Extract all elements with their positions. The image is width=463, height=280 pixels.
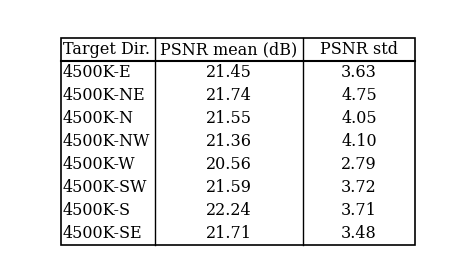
Text: 3.48: 3.48: [340, 225, 376, 242]
Text: 2.79: 2.79: [340, 156, 376, 173]
Text: 21.36: 21.36: [206, 133, 251, 150]
Text: 4500K-N: 4500K-N: [63, 110, 133, 127]
Text: Target Dir.: Target Dir.: [63, 41, 150, 58]
Text: 4500K-NE: 4500K-NE: [63, 87, 145, 104]
Text: 4500K-SE: 4500K-SE: [63, 225, 142, 242]
Text: 4500K-S: 4500K-S: [63, 202, 131, 219]
Text: 4.75: 4.75: [340, 87, 376, 104]
Text: 3.72: 3.72: [340, 179, 376, 196]
Text: 3.63: 3.63: [340, 64, 376, 81]
Text: 4500K-NW: 4500K-NW: [63, 133, 150, 150]
Text: 21.55: 21.55: [206, 110, 251, 127]
Text: 21.59: 21.59: [206, 179, 251, 196]
Text: 4500K-SW: 4500K-SW: [63, 179, 147, 196]
Text: 3.71: 3.71: [340, 202, 376, 219]
Text: 4.10: 4.10: [340, 133, 376, 150]
Text: 4500K-W: 4500K-W: [63, 156, 135, 173]
Text: PSNR std: PSNR std: [319, 41, 397, 58]
Text: PSNR mean (dB): PSNR mean (dB): [160, 41, 297, 58]
Text: 4500K-E: 4500K-E: [63, 64, 131, 81]
Text: 20.56: 20.56: [206, 156, 251, 173]
Text: 21.71: 21.71: [206, 225, 251, 242]
Text: 21.74: 21.74: [206, 87, 251, 104]
Text: 21.45: 21.45: [206, 64, 251, 81]
Text: 4.05: 4.05: [340, 110, 376, 127]
Text: 22.24: 22.24: [206, 202, 251, 219]
